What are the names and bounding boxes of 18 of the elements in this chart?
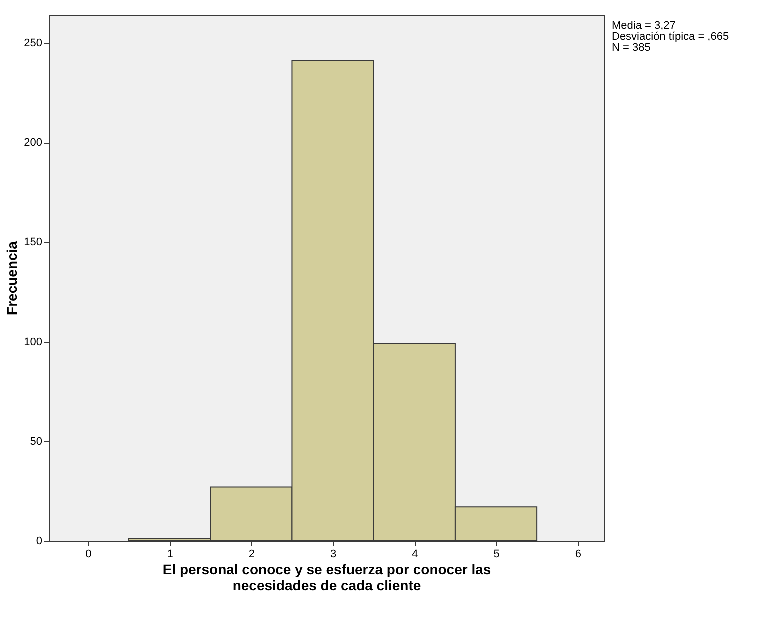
y-tick-label: 200	[24, 137, 42, 150]
y-axis-title: Frecuencia	[4, 241, 20, 316]
x-axis-title: El personal conoce y se esfuerza por conocer las necesidades de cada cliente	[162, 562, 492, 594]
text: Media = 3,27	[612, 20, 676, 32]
x-tick-label: 3	[330, 548, 337, 560]
x-tick-label: 0	[86, 548, 92, 560]
x-tick-label: 6	[575, 548, 582, 560]
text: N = 385	[612, 42, 651, 54]
x-tick-label: 1	[167, 548, 174, 560]
text: Desviación típica = ,665	[612, 31, 730, 43]
x-tick-label: 5	[494, 548, 500, 560]
y-tick-label: 0	[36, 536, 42, 548]
y-tick-label: 250	[24, 37, 42, 50]
y-tick-label: 150	[24, 236, 42, 249]
x-tick-label: 2	[248, 548, 255, 560]
y-tick-label: 100	[24, 336, 42, 348]
x-tick-label: 4	[412, 548, 418, 560]
y-tick-label: 50	[30, 436, 42, 448]
